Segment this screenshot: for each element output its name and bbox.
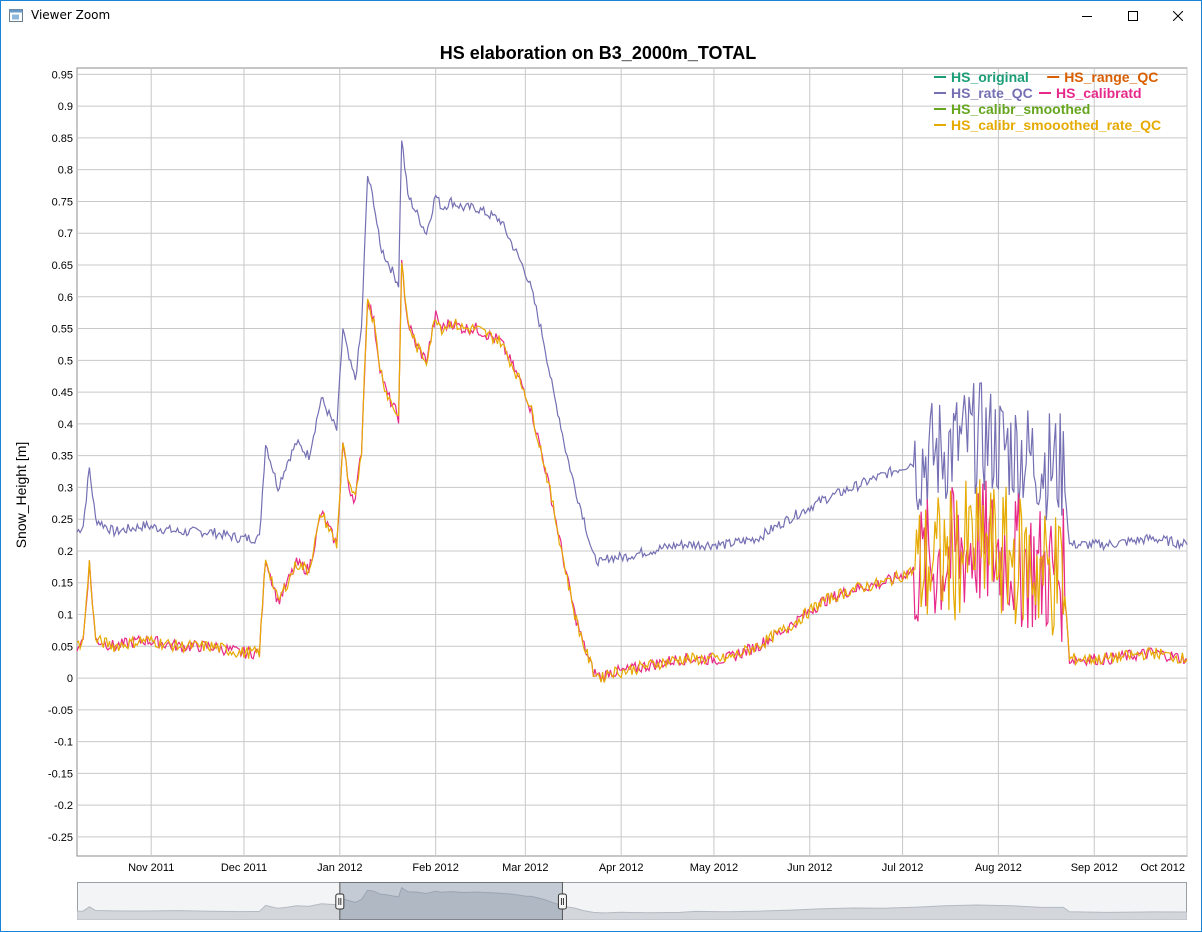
x-tick-label: Jun 2012 [787,862,832,874]
y-tick-label: -0.2 [54,800,73,812]
legend-item: HS_original [951,69,1029,85]
legend-item: HS_calibratd [1056,85,1142,101]
legend-item: HS_calibr_smoothed [951,101,1090,117]
y-tick-label: -0.15 [48,768,73,780]
chart-title: HS elaboration on B3_2000m_TOTAL [440,43,756,63]
x-tick-label: Mar 2012 [502,862,548,874]
y-tick-label: 0.35 [52,451,73,463]
maximize-icon [1128,11,1138,21]
y-tick-label: 0.75 [52,196,73,208]
x-tick-label: Apr 2012 [599,862,644,874]
legend-item: HS_range_QC [1064,69,1158,85]
y-tick-label: 0.6 [58,292,73,304]
x-tick-label: Dec 2011 [221,862,267,874]
y-tick-label: -0.1 [54,737,73,749]
y-tick-label: 0.3 [58,482,73,494]
minimize-icon [1082,16,1092,17]
navigator-handle-right[interactable] [557,893,567,910]
hs-line-chart[interactable]: HS elaboration on B3_2000m_TOTAL Snow_He… [0,30,1202,930]
x-tick-label: Jul 2012 [882,862,924,874]
legend-item: HS_rate_QC [951,85,1033,101]
x-tick-label: Nov 2011 [128,862,174,874]
y-tick-label: 0.7 [58,228,73,240]
y-tick-label: 0.65 [52,260,73,272]
window-title: Viewer Zoom [31,8,111,22]
y-tick-label: 0.55 [52,324,73,336]
y-tick-label: 0.9 [58,101,73,113]
y-tick-label: 0.1 [58,610,73,622]
y-tick-label: 0.5 [58,355,73,367]
y-tick-label: 0.8 [58,165,73,177]
x-tick-label: Aug 2012 [975,862,1022,874]
y-axis-label: Snow_Height [m] [13,442,29,549]
y-tick-label: 0.95 [52,69,73,81]
x-tick-label: May 2012 [690,862,738,874]
y-tick-label: 0.2 [58,546,73,558]
x-tick-label: Sep 2012 [1071,862,1118,874]
y-tick-label: 0 [67,673,73,685]
x-tick-label: Oct 2012 [1140,862,1185,874]
navigator-handle-left[interactable] [335,893,345,910]
y-tick-label: 0.85 [52,133,73,145]
time-range-navigator[interactable] [77,882,1187,920]
x-tick-label: Jan 2012 [317,862,362,874]
y-tick-label: 0.45 [52,387,73,399]
series-line-hs-calibr-smooothed-rate-qc [76,262,1188,683]
y-tick-label: 0.05 [52,641,73,653]
legend-item: HS_calibr_smooothed_rate_QC [951,117,1161,133]
title-bar[interactable]: Viewer Zoom [1,1,1201,31]
y-tick-label: 0.4 [58,419,73,431]
close-button[interactable] [1155,1,1201,31]
app-window-icon [9,9,23,22]
plot-area [76,67,1188,857]
minimize-button[interactable] [1064,1,1110,31]
y-tick-label: 0.15 [52,578,73,590]
navigator-sparkline [77,886,1187,920]
y-tick-label: -0.05 [48,705,73,717]
close-icon [1173,11,1183,21]
y-tick-label: -0.25 [48,832,73,844]
y-tick-label: 0.25 [52,514,73,526]
navigator-window [339,882,563,920]
series-line-hs-rate-qc [76,140,1188,568]
x-tick-label: Feb 2012 [412,862,458,874]
maximize-button[interactable] [1110,1,1156,31]
